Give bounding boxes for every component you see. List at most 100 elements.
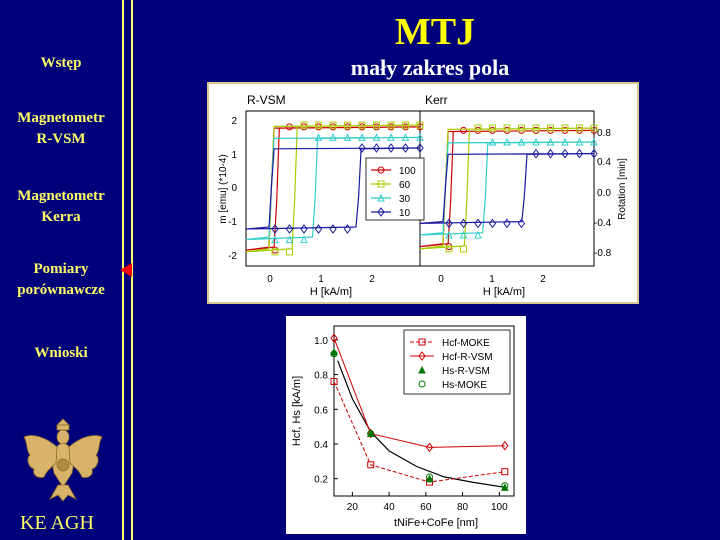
data-point [271,224,279,234]
data-point [330,350,338,358]
legend-label: Hs-MOKE [442,380,487,391]
data-point [459,230,468,239]
y-axis-label-right: Rotation [min] [617,158,628,220]
data-point [416,143,424,153]
data-point [329,121,337,129]
legend-marker [377,180,385,188]
data-point [344,121,351,129]
series-line-Hcf-R-VSM [333,337,505,448]
data-point [330,378,338,386]
nav-item-pomiary-porownawcze[interactable]: Pomiary porównawcze [0,259,122,301]
legend-marker [418,365,426,374]
data-point [329,133,337,141]
y-tick-label: 0.8 [314,371,328,382]
data-point [329,123,337,131]
y-axis-label-left: m [emu] (*10-4) [218,154,229,223]
sidebar-nav: Wstęp Magnetometr R-VSM Magnetometr Kerr… [0,0,122,540]
hysteresis-series-10 [419,153,595,224]
x-tick-label: 2 [540,274,546,285]
legend-label: 60 [399,180,411,191]
data-point [358,133,366,141]
y-tick-label: 0.6 [314,405,328,416]
series-line-Hcf-MOKE [333,381,505,483]
x-tick-label: 100 [491,502,508,513]
data-point [314,133,323,141]
legend-box [365,157,425,221]
data-point [460,245,467,253]
data-point [501,468,509,476]
legend-marker [377,166,385,174]
data-point [358,143,366,153]
x-tick-label: 2 [369,274,375,285]
data-point [344,123,351,131]
nav-item-magnetometr-rvsm[interactable]: Magnetometr R-VSM [0,108,122,150]
plot-frame [333,325,515,497]
y-tick-label: 2 [231,116,237,127]
data-point [532,124,540,132]
x-tick-label: 20 [347,502,359,513]
data-point [575,148,584,159]
data-point [358,121,366,129]
footer-label: KE AGH [20,512,94,534]
nav-item-wnioski[interactable]: Wnioski [0,343,122,364]
fit-curve [337,360,505,488]
legend-marker [418,351,426,361]
data-point [315,123,322,131]
data-point [561,137,569,146]
data-point [460,126,467,134]
y-axis-label: Hcf, Hs [kA/m] [291,376,303,446]
hysteresis-chart-panel: R-VSM Kerr 2 1 0 -1 -2 0.8 0.4 0.0 -0.4 … [207,82,639,304]
data-point [501,483,509,491]
data-point [373,121,380,129]
data-point [474,218,482,229]
y-tick-label: 0.8 [597,128,611,139]
data-point [330,333,338,343]
data-point [314,224,323,234]
nav-item-label: Magnetometr [17,110,105,126]
x-tick-label: 40 [384,502,396,513]
data-point [590,137,598,146]
nav-item-wstep[interactable]: Wstęp [0,53,122,74]
data-point [387,133,395,141]
data-point [503,218,511,229]
data-point [590,148,598,159]
nav-item-label: porównawcze [17,282,105,298]
data-point [459,218,468,229]
y-tick-label: 0.2 [314,475,328,486]
y-tick-label: -0.8 [594,248,612,259]
nav-item-label: Magnetometr [17,188,105,204]
data-point [416,133,424,141]
data-point [425,442,434,453]
data-point [546,137,555,146]
data-point [315,121,322,129]
data-point [517,218,526,229]
data-point [367,461,375,469]
legend-label: 30 [399,194,411,205]
y-tick-label: 0.0 [597,188,611,199]
y-tick-label: 1.0 [314,336,328,347]
data-point [590,124,598,132]
x-axis-label: tNiFe+CoFe [nm] [394,517,478,529]
data-point [503,124,511,132]
data-point [372,133,381,141]
nav-item-magnetometr-kerra[interactable]: Magnetometr Kerra [0,186,122,228]
data-point [387,121,395,129]
y-tick-label: 0.4 [314,440,328,451]
data-point [488,137,497,146]
y-tick-label: 0.4 [597,157,611,168]
data-point [285,224,294,234]
data-point [271,235,279,244]
data-point [285,235,294,244]
data-point [546,148,555,159]
data-point [330,347,338,356]
active-marker-icon [120,263,132,277]
y-tick-label: -1 [228,217,237,228]
y-tick-label: 0 [231,183,237,194]
legend-marker [377,193,385,202]
hysteresis-series-60 [419,127,595,250]
x-tick-label: 1 [489,274,495,285]
nav-item-label: Wstęp [40,55,82,71]
nav-item-label: Kerra [41,209,81,225]
data-point [367,430,375,438]
x-tick-label: 1 [318,274,324,285]
